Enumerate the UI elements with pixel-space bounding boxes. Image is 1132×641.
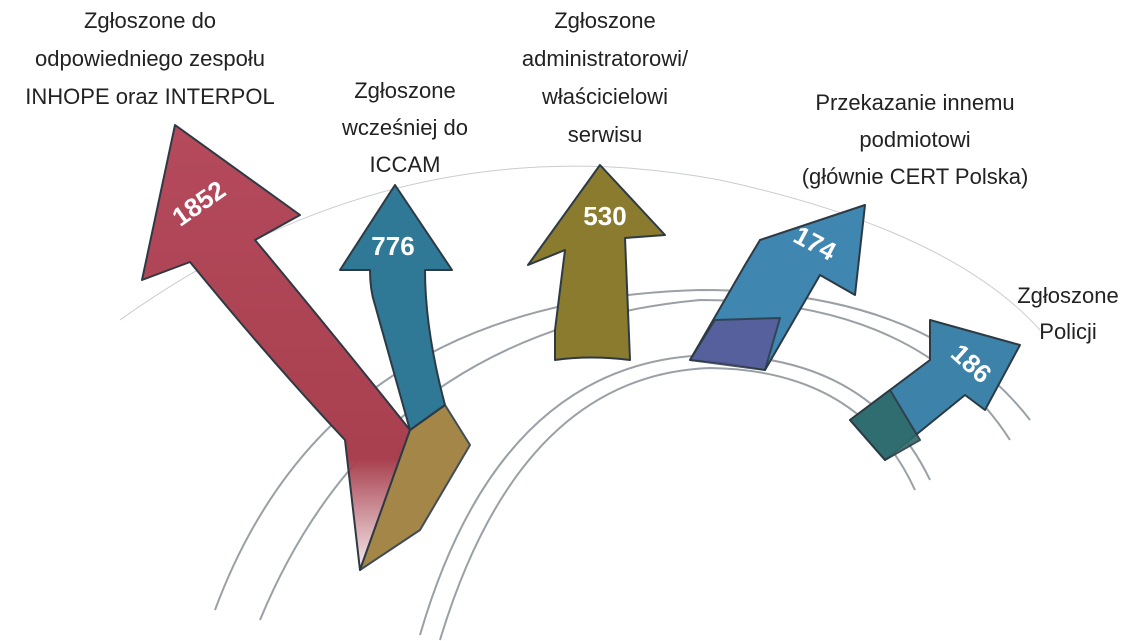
label: Zgłoszone xyxy=(1017,283,1119,308)
label: podmiotowi xyxy=(859,127,970,152)
arrow-4-base xyxy=(689,317,781,371)
arrow-1 xyxy=(141,124,411,571)
arrows xyxy=(141,124,1021,571)
label: Policji xyxy=(1039,319,1096,344)
label: INHOPE oraz INTERPOL xyxy=(25,84,274,109)
label: Zgłoszone xyxy=(354,78,456,103)
label: administratorowi/ xyxy=(522,46,689,71)
label: (głównie CERT Polska) xyxy=(802,164,1029,189)
label: serwisu xyxy=(568,122,643,147)
value: 530 xyxy=(583,201,626,231)
label: odpowiedniego zespołu xyxy=(35,46,265,71)
labels: Zgłoszone do odpowiedniego zespołu INHOP… xyxy=(25,8,1118,344)
label: Przekazanie innemu xyxy=(815,90,1014,115)
value: 776 xyxy=(371,231,414,261)
label: Zgłoszone xyxy=(554,8,656,33)
label: właścicielowi xyxy=(541,84,668,109)
arrow-2 xyxy=(339,184,453,431)
arrow-5-base xyxy=(849,389,921,461)
label: wcześniej do xyxy=(341,115,468,140)
label: ICCAM xyxy=(370,152,441,177)
label: Zgłoszone do xyxy=(84,8,216,33)
arrow-1-base xyxy=(359,404,471,571)
arrow-3 xyxy=(527,164,666,361)
